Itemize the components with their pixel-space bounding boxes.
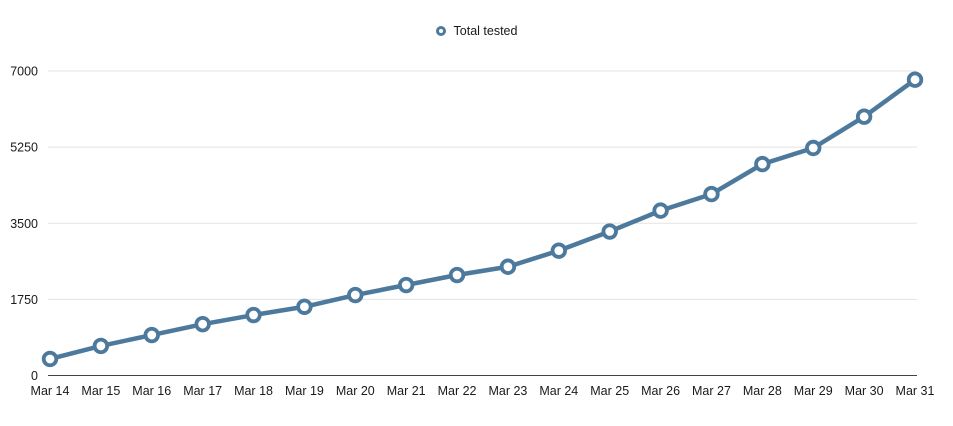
- y-tick-label: 7000: [10, 65, 38, 79]
- y-tick-label: 3500: [10, 217, 38, 231]
- x-tick-label: Mar 29: [794, 384, 833, 398]
- series-line: [47, 77, 918, 362]
- data-point-marker[interactable]: [194, 315, 211, 333]
- data-point-marker[interactable]: [245, 306, 262, 324]
- legend-series-marker-icon: [435, 26, 446, 36]
- x-tick-label: Mar 23: [488, 384, 527, 398]
- x-tick-label: Mar 14: [31, 384, 70, 398]
- data-point-marker[interactable]: [652, 202, 669, 219]
- data-point-marker[interactable]: [703, 185, 720, 203]
- data-point-marker[interactable]: [397, 276, 415, 294]
- legend[interactable]: Total tested: [0, 24, 953, 38]
- data-point-marker[interactable]: [601, 223, 618, 240]
- data-point-marker[interactable]: [754, 155, 771, 173]
- x-tick-label: Mar 27: [692, 384, 731, 398]
- x-tick-label: Mar 25: [590, 384, 629, 398]
- data-point-marker[interactable]: [906, 71, 924, 88]
- x-tick-label: Mar 30: [845, 384, 884, 398]
- data-point-marker[interactable]: [41, 350, 59, 368]
- x-tick-label: Mar 26: [641, 384, 680, 398]
- data-point-marker[interactable]: [855, 108, 873, 125]
- x-tick-label: Mar 31: [896, 384, 935, 398]
- x-tick-label: Mar 15: [81, 384, 120, 398]
- y-tick-label: 0: [31, 369, 38, 383]
- x-tick-label: Mar 22: [438, 384, 477, 398]
- data-point-marker[interactable]: [347, 286, 364, 304]
- data-point-marker[interactable]: [550, 242, 568, 259]
- x-tick-label: Mar 16: [132, 384, 171, 398]
- x-tick-label: Mar 20: [336, 384, 375, 398]
- data-point-marker[interactable]: [92, 337, 110, 355]
- data-point-marker[interactable]: [805, 139, 822, 157]
- x-tick-label: Mar 21: [387, 384, 426, 398]
- data-point-marker[interactable]: [143, 326, 160, 344]
- data-point-marker[interactable]: [296, 298, 313, 315]
- x-tick-label: Mar 24: [539, 384, 578, 398]
- y-tick-label: 1750: [10, 293, 38, 307]
- data-point-marker[interactable]: [448, 266, 466, 284]
- data-point-marker[interactable]: [499, 258, 517, 275]
- x-tick-label: Mar 28: [743, 384, 782, 398]
- y-tick-label: 5250: [10, 141, 38, 155]
- x-tick-label: Mar 17: [183, 384, 222, 398]
- x-tick-label: Mar 19: [285, 384, 324, 398]
- legend-series-label: Total tested: [453, 24, 518, 38]
- x-tick-label: Mar 18: [234, 384, 273, 398]
